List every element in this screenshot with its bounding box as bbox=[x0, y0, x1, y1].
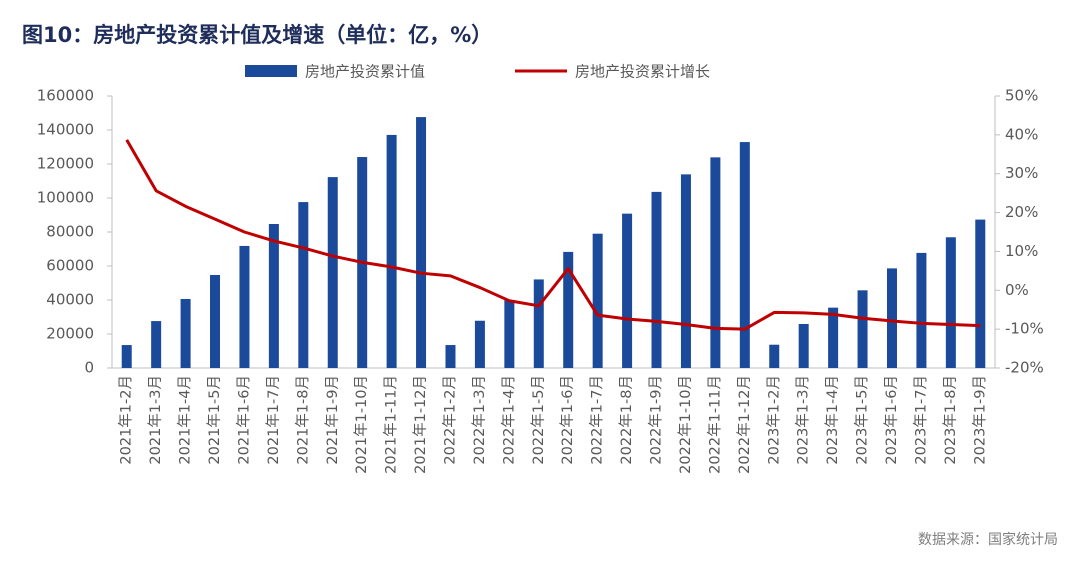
bar bbox=[445, 345, 456, 368]
bar bbox=[975, 219, 986, 368]
y2-tick-label: 40% bbox=[1005, 125, 1038, 143]
legend-swatch bbox=[245, 65, 297, 77]
bar bbox=[474, 320, 485, 368]
x-tick-label: 2023年1-5月 bbox=[854, 375, 871, 465]
legend-label: 房地产投资累计增长 bbox=[575, 63, 710, 81]
x-tick-label: 2023年1-9月 bbox=[971, 375, 988, 465]
bar bbox=[798, 323, 809, 368]
bar bbox=[239, 245, 250, 368]
bar bbox=[327, 177, 338, 368]
x-tick-label: 2022年1-2月 bbox=[441, 375, 458, 465]
x-tick-label: 2023年1-7月 bbox=[912, 375, 929, 465]
y2-tick-label: 10% bbox=[1005, 242, 1038, 260]
x-tick-label: 2021年1-8月 bbox=[294, 375, 311, 465]
x-tick-label: 2022年1-5月 bbox=[530, 375, 547, 465]
y2-tick-label: -10% bbox=[1005, 320, 1044, 338]
y-tick-label: 60000 bbox=[46, 257, 94, 275]
y2-tick-label: 0% bbox=[1005, 281, 1029, 299]
bar bbox=[504, 300, 515, 368]
bar bbox=[121, 345, 132, 368]
bar bbox=[710, 157, 721, 368]
bar bbox=[533, 279, 544, 368]
x-tick-label: 2022年1-3月 bbox=[471, 375, 488, 465]
x-tick-label: 2021年1-3月 bbox=[147, 375, 164, 465]
x-tick-label: 2021年1-2月 bbox=[118, 375, 135, 465]
bar bbox=[386, 134, 397, 368]
bar bbox=[298, 202, 309, 368]
x-tick-label: 2022年1-10月 bbox=[677, 375, 694, 474]
bar bbox=[680, 174, 691, 368]
y-tick-label: 100000 bbox=[37, 189, 94, 207]
chart-title: 图10：房地产投资累计值及增速（单位：亿，%） bbox=[22, 23, 492, 47]
bar bbox=[268, 224, 279, 368]
bar bbox=[886, 268, 897, 368]
y-tick-label: 120000 bbox=[37, 155, 94, 173]
y-tick-label: 40000 bbox=[46, 291, 94, 309]
y-tick-label: 80000 bbox=[46, 223, 94, 241]
x-tick-label: 2022年1-9月 bbox=[648, 375, 665, 465]
y2-tick-label: -20% bbox=[1005, 359, 1044, 377]
x-tick-label: 2021年1-11月 bbox=[383, 375, 400, 474]
x-tick-label: 2021年1-4月 bbox=[177, 375, 194, 465]
x-tick-label: 2021年1-6月 bbox=[235, 375, 252, 465]
bar bbox=[416, 117, 427, 368]
bar bbox=[916, 252, 927, 368]
bar bbox=[945, 237, 956, 368]
bar bbox=[563, 251, 574, 368]
x-tick-label: 2022年1-8月 bbox=[618, 375, 635, 465]
x-tick-label: 2023年1-2月 bbox=[765, 375, 782, 465]
bar bbox=[739, 142, 750, 368]
y2-tick-label: 20% bbox=[1005, 203, 1038, 221]
x-tick-label: 2022年1-11月 bbox=[706, 375, 723, 474]
x-tick-label: 2021年1-12月 bbox=[412, 375, 429, 474]
y-tick-label: 160000 bbox=[37, 87, 94, 105]
y2-tick-label: 30% bbox=[1005, 164, 1038, 182]
bar bbox=[210, 275, 221, 368]
y-tick-label: 140000 bbox=[37, 121, 94, 139]
x-tick-label: 2023年1-6月 bbox=[883, 375, 900, 465]
y-tick-label: 20000 bbox=[46, 325, 94, 343]
bar bbox=[651, 191, 662, 368]
source-note: 数据来源：国家统计局 bbox=[918, 531, 1058, 548]
x-tick-label: 2023年1-4月 bbox=[824, 375, 841, 465]
x-tick-label: 2021年1-7月 bbox=[265, 375, 282, 465]
bar bbox=[151, 321, 162, 368]
legend-label: 房地产投资累计值 bbox=[305, 63, 425, 81]
x-tick-label: 2022年1-12月 bbox=[736, 375, 753, 474]
bar bbox=[769, 344, 780, 368]
bar bbox=[592, 233, 603, 368]
bar bbox=[180, 298, 191, 368]
y2-tick-label: 50% bbox=[1005, 87, 1038, 105]
x-tick-label: 2022年1-7月 bbox=[589, 375, 606, 465]
x-tick-label: 2021年1-5月 bbox=[206, 375, 223, 465]
x-tick-label: 2022年1-4月 bbox=[500, 375, 517, 465]
line bbox=[125, 139, 981, 331]
bar bbox=[622, 213, 633, 368]
x-tick-label: 2023年1-8月 bbox=[942, 375, 959, 465]
x-tick-label: 2023年1-3月 bbox=[795, 375, 812, 465]
y-tick-label: 0 bbox=[84, 359, 94, 377]
x-tick-label: 2022年1-6月 bbox=[559, 375, 576, 465]
x-tick-label: 2021年1-10月 bbox=[353, 375, 370, 474]
bar bbox=[828, 307, 839, 368]
bar bbox=[857, 290, 868, 368]
x-tick-label: 2021年1-9月 bbox=[324, 375, 341, 465]
